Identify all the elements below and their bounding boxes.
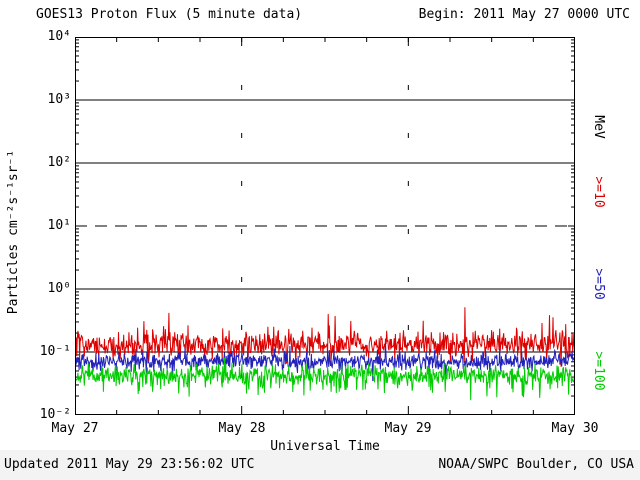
series-label-ge50: >=50 bbox=[591, 268, 606, 300]
y-tick-label: 10² bbox=[47, 155, 71, 170]
y-tick-label: 10³ bbox=[47, 92, 71, 107]
series-line->=10 bbox=[75, 307, 575, 367]
plot-border bbox=[75, 37, 575, 415]
series-label-ge100: >=100 bbox=[591, 351, 606, 391]
y-tick-label: 10¹ bbox=[47, 218, 71, 233]
y-tick-label: 10⁻² bbox=[39, 407, 71, 422]
series-line->=50 bbox=[75, 342, 575, 382]
x-tick-label: May 29 bbox=[384, 421, 432, 436]
x-tick-label: May 30 bbox=[551, 421, 599, 436]
x-tick-label: May 28 bbox=[218, 421, 266, 436]
y-tick-label: 10⁰ bbox=[47, 281, 71, 296]
y-tick-label: 10⁻¹ bbox=[39, 344, 71, 359]
y-tick-label: 10⁴ bbox=[47, 29, 71, 44]
updated-timestamp: Updated 2011 May 29 23:56:02 UTC bbox=[4, 457, 255, 472]
y-axis-label: Particles cm⁻²s⁻¹sr⁻¹ bbox=[6, 149, 21, 315]
plot-area bbox=[75, 37, 575, 415]
x-tick-label: May 27 bbox=[51, 421, 99, 436]
series-label-ge10: >=10 bbox=[591, 176, 606, 208]
footer-strip bbox=[0, 450, 640, 480]
begin-timestamp: Begin: 2011 May 27 0000 UTC bbox=[418, 7, 630, 22]
series-line->=100 bbox=[75, 357, 575, 401]
data-source-label: NOAA/SWPC Boulder, CO USA bbox=[438, 457, 634, 472]
page-title: GOES13 Proton Flux (5 minute data) bbox=[36, 7, 303, 22]
